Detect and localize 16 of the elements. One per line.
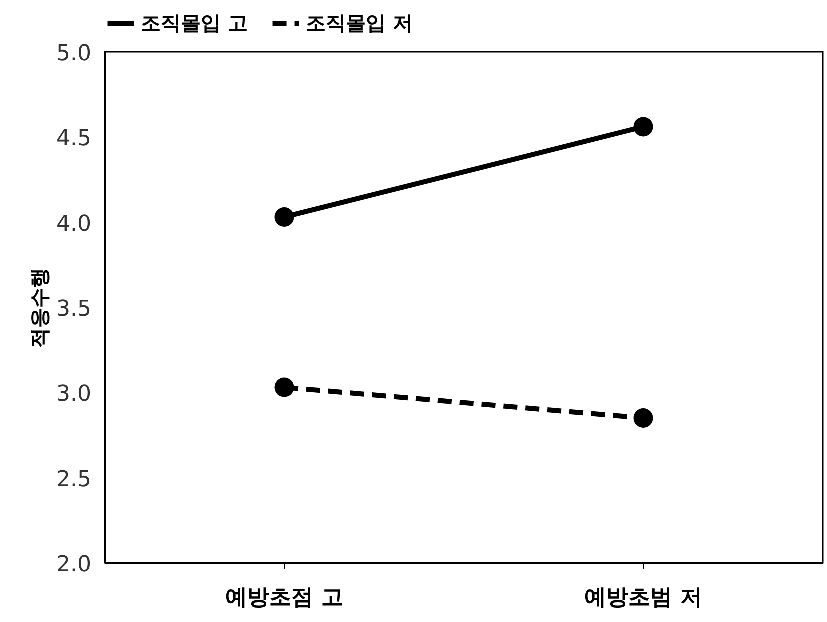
y-tick-label: 3.5 bbox=[56, 297, 92, 322]
x-tick-label: 예방초점 고 bbox=[226, 586, 344, 610]
y-tick-label: 5.0 bbox=[56, 42, 92, 66]
point bbox=[274, 378, 294, 398]
y-tick-label: 3.0 bbox=[56, 382, 92, 408]
y-axis-title: 적응수행 bbox=[28, 268, 52, 348]
point bbox=[274, 207, 294, 227]
point bbox=[634, 408, 654, 428]
x-tick-label: 예방초범 저 bbox=[584, 586, 702, 610]
point bbox=[634, 117, 654, 137]
y-tick-label: 2.0 bbox=[56, 552, 92, 578]
y-tick-label: 4.5 bbox=[56, 126, 92, 152]
legend-label: 조직몰입 저 bbox=[306, 11, 413, 35]
legend-label: 조직몰입 고 bbox=[141, 11, 248, 35]
y-tick-label: 4.0 bbox=[56, 212, 92, 237]
y-tick-label: 2.5 bbox=[56, 467, 92, 492]
